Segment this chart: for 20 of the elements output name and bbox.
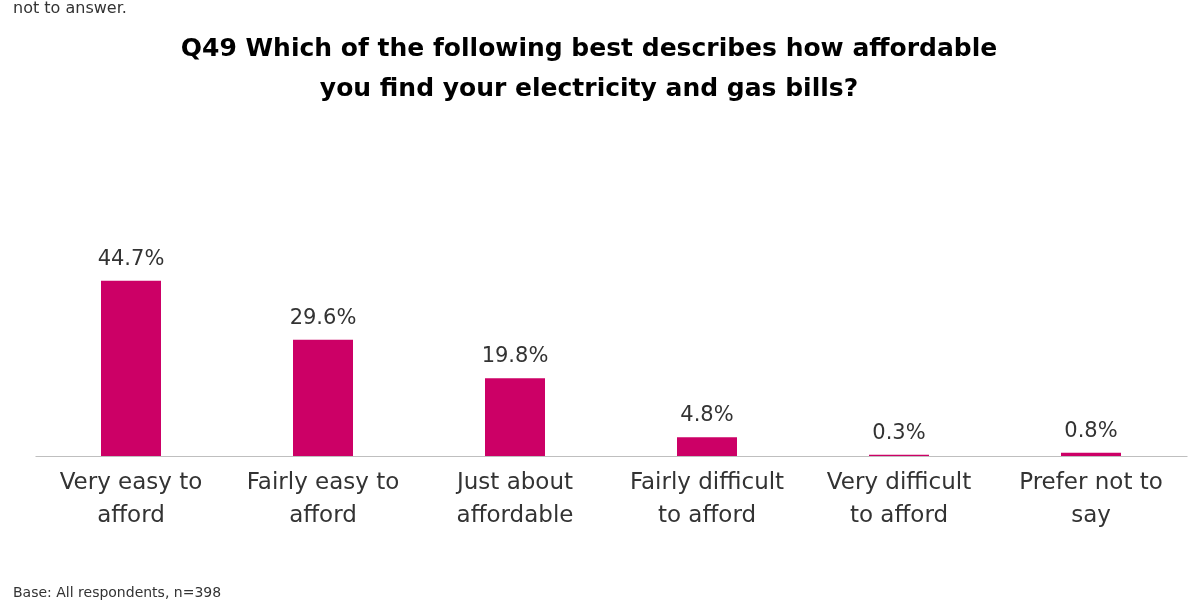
data-label: 0.3% [872,419,926,444]
bar [677,437,737,456]
data-label: 29.6% [289,304,357,329]
x-tick-label: Prefer not to say [1019,467,1163,527]
data-label: 19.8% [481,343,549,368]
x-tick-label: Fairly difficult to afford [629,467,785,527]
bar [101,280,161,456]
data-label: 0.8% [1064,417,1118,442]
bar [293,339,353,456]
chart-title: Q49 Which of the following best describes how affordable you find your electricity and gas bills? [180,33,998,102]
x-tick-label: Fairly easy to afford [246,467,400,527]
data-label: 44.7% [97,245,165,270]
x-tick-label: Very easy to afford [59,467,203,527]
x-tick-label: Very difficult to afford [826,467,972,527]
text: not to answer. [13,0,127,17]
bar [485,378,545,456]
bar [1061,452,1121,456]
text: Base: All respondents, n=398 [13,584,222,600]
data-label: 4.8% [680,402,734,427]
x-tick-label: Just about affordable [454,467,574,527]
